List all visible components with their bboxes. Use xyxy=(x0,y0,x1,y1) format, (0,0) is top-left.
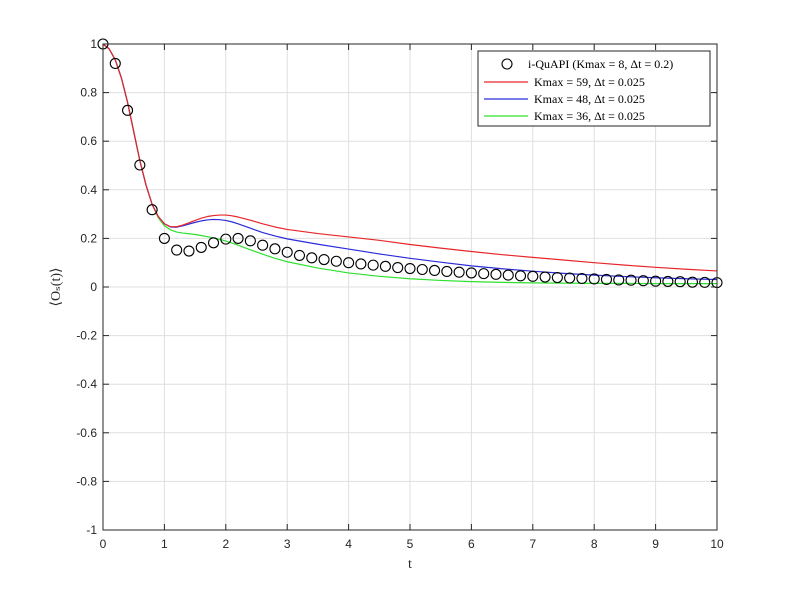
data-point xyxy=(355,258,367,270)
data-point xyxy=(600,273,613,286)
data-point xyxy=(220,233,232,245)
data-point xyxy=(306,252,318,264)
x-tick-label: 8 xyxy=(591,537,598,551)
data-point xyxy=(195,241,207,253)
data-point xyxy=(293,249,306,261)
legend-label-kmax59: Kmax = 59, Δt = 0.025 xyxy=(534,75,645,89)
data-point xyxy=(662,275,674,287)
x-axis-label: t xyxy=(408,557,412,572)
legend-label-iquapi: i-QuAPI (Kmax = 8, Δt = 0.2) xyxy=(528,57,673,71)
data-point xyxy=(367,259,379,271)
data-point xyxy=(146,204,158,216)
legend-marker-iquapi xyxy=(501,58,513,70)
data-point xyxy=(637,275,649,287)
x-tick-label: 2 xyxy=(222,537,229,551)
y-tick-label: -0.6 xyxy=(76,426,97,440)
data-point xyxy=(674,276,686,288)
y-tick-label: 0.6 xyxy=(80,134,97,148)
data-point xyxy=(490,268,502,280)
data-point xyxy=(502,269,514,281)
x-tick-label: 4 xyxy=(345,537,352,551)
data-point xyxy=(686,276,698,288)
data-point xyxy=(613,274,625,286)
data-point xyxy=(650,275,662,287)
data-point xyxy=(478,268,490,280)
y-tick-label: 1 xyxy=(90,37,97,51)
data-point xyxy=(392,262,404,274)
series-line-kmax-59-t-0-025 xyxy=(102,43,718,272)
x-tick-label: 10 xyxy=(710,537,724,551)
data-point xyxy=(318,253,330,266)
x-tick-label: 9 xyxy=(652,537,659,551)
x-tick-label: 6 xyxy=(468,537,475,551)
data-point xyxy=(564,272,576,284)
data-point xyxy=(416,263,428,276)
y-tick-label: 0 xyxy=(90,280,97,294)
legend-label-kmax48: Kmax = 48, Δt = 0.025 xyxy=(534,92,645,106)
data-point xyxy=(588,273,600,285)
x-tick-label: 5 xyxy=(407,537,414,551)
data-point xyxy=(539,271,551,283)
data-point xyxy=(551,271,563,284)
x-tick-label: 0 xyxy=(100,537,107,551)
data-point xyxy=(514,270,527,282)
data-point xyxy=(379,260,391,272)
legend: i-QuAPI (Kmax = 8, Δt = 0.2) Kmax = 59, … xyxy=(477,50,711,127)
ticks xyxy=(102,43,718,531)
data-point xyxy=(281,246,293,258)
data-point xyxy=(257,239,269,251)
data-point xyxy=(576,272,588,285)
tick-labels: 0 1 2 3 4 5 6 7 8 9 10 -1 -0.8 -0.6 -0.4 -0.2 0 0.2 0.4 0.6… xyxy=(76,37,724,551)
data-point xyxy=(269,243,281,255)
data-point xyxy=(343,257,355,269)
data-point xyxy=(207,237,220,249)
y-axis-label: ⟨Oₛ(t)⟩ xyxy=(49,268,64,307)
data-point xyxy=(244,235,256,247)
legend-box xyxy=(477,50,711,127)
data-point xyxy=(404,262,416,275)
data-point xyxy=(625,274,637,286)
data-point xyxy=(429,264,441,277)
y-tick-label: -0.4 xyxy=(76,377,97,391)
data-point xyxy=(527,270,539,282)
y-tick-label: 0.2 xyxy=(80,231,97,245)
legend-label-kmax36: Kmax = 36, Δt = 0.025 xyxy=(534,109,645,123)
y-tick-label: 0.8 xyxy=(80,86,97,100)
data-point xyxy=(465,267,477,279)
data-point xyxy=(232,232,244,244)
data-point xyxy=(441,265,453,278)
data-point xyxy=(183,245,195,257)
y-tick-label: -0.2 xyxy=(76,329,97,343)
y-tick-label: 0.4 xyxy=(80,183,97,197)
data-point xyxy=(158,232,170,244)
x-tick-label: 7 xyxy=(529,537,536,551)
data-point xyxy=(134,159,146,171)
data-point xyxy=(699,276,711,288)
y-tick-label: -0.8 xyxy=(76,474,97,488)
data-point xyxy=(330,255,342,267)
series-layer xyxy=(97,38,723,289)
x-tick-label: 3 xyxy=(284,537,291,551)
data-point xyxy=(171,244,183,256)
x-tick-label: 1 xyxy=(161,537,168,551)
data-point xyxy=(122,104,134,116)
data-point xyxy=(109,57,121,69)
data-point xyxy=(453,266,465,278)
y-tick-label: -1 xyxy=(86,523,97,537)
